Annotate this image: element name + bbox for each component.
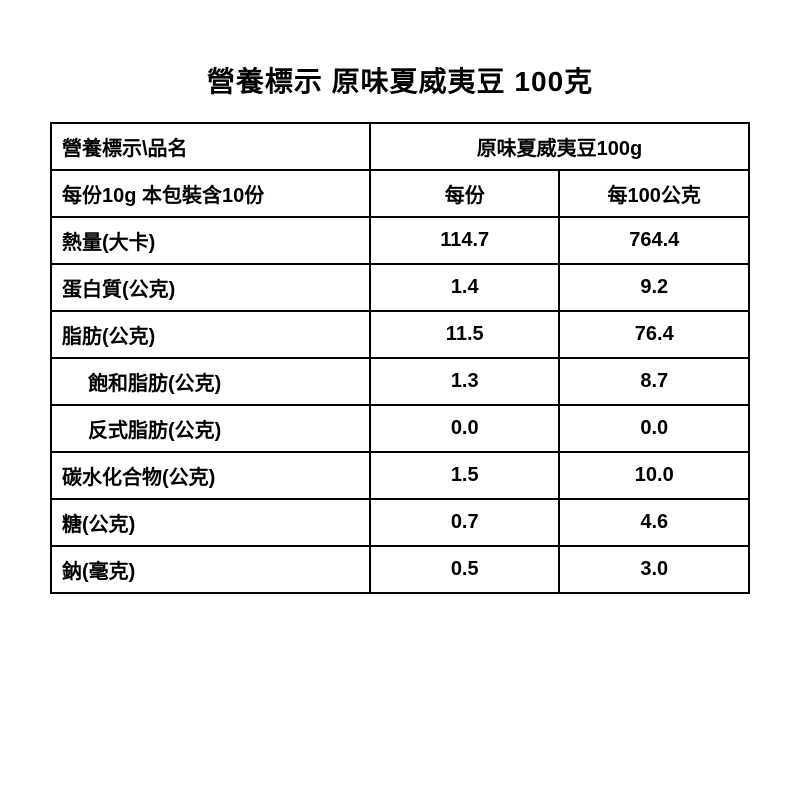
nutrient-per-100g: 8.7 <box>559 358 749 405</box>
page-title: 營養標示 原味夏威夷豆 100克 <box>207 60 593 100</box>
nutrient-label: 鈉(毫克) <box>51 546 370 593</box>
column-header-per-100g: 每100公克 <box>559 170 749 217</box>
serving-label: 每份10g 本包裝含10份 <box>51 170 370 217</box>
nutrient-per-100g: 4.6 <box>559 499 749 546</box>
header-row: 營養標示\品名 原味夏威夷豆100g <box>51 123 749 170</box>
table-row: 碳水化合物(公克)1.510.0 <box>51 452 749 499</box>
nutrient-per-serving: 0.5 <box>370 546 560 593</box>
table-row: 鈉(毫克)0.53.0 <box>51 546 749 593</box>
table-row: 脂肪(公克)11.576.4 <box>51 311 749 358</box>
nutrient-per-100g: 0.0 <box>559 405 749 452</box>
nutrient-per-serving: 11.5 <box>370 311 560 358</box>
table-row: 熱量(大卡)114.7764.4 <box>51 217 749 264</box>
nutrition-table-body: 營養標示\品名 原味夏威夷豆100g 每份10g 本包裝含10份 每份 每100… <box>51 123 749 593</box>
table-row: 反式脂肪(公克)0.00.0 <box>51 405 749 452</box>
nutrient-label: 蛋白質(公克) <box>51 264 370 311</box>
nutrient-per-serving: 0.0 <box>370 405 560 452</box>
nutrient-per-100g: 10.0 <box>559 452 749 499</box>
nutrient-label: 反式脂肪(公克) <box>51 405 370 452</box>
nutrient-label: 碳水化合物(公克) <box>51 452 370 499</box>
nutrient-label: 飽和脂肪(公克) <box>51 358 370 405</box>
nutrient-per-serving: 0.7 <box>370 499 560 546</box>
nutrient-per-serving: 114.7 <box>370 217 560 264</box>
nutrition-table: 營養標示\品名 原味夏威夷豆100g 每份10g 本包裝含10份 每份 每100… <box>50 122 750 594</box>
nutrient-per-serving: 1.5 <box>370 452 560 499</box>
nutrient-label: 糖(公克) <box>51 499 370 546</box>
nutrient-label: 脂肪(公克) <box>51 311 370 358</box>
header-product: 原味夏威夷豆100g <box>370 123 749 170</box>
table-row: 蛋白質(公克)1.49.2 <box>51 264 749 311</box>
nutrient-per-100g: 9.2 <box>559 264 749 311</box>
table-row: 飽和脂肪(公克)1.38.7 <box>51 358 749 405</box>
nutrient-per-100g: 76.4 <box>559 311 749 358</box>
nutrient-per-serving: 1.3 <box>370 358 560 405</box>
table-row: 糖(公克)0.74.6 <box>51 499 749 546</box>
nutrient-per-100g: 3.0 <box>559 546 749 593</box>
serving-row: 每份10g 本包裝含10份 每份 每100公克 <box>51 170 749 217</box>
column-header-per-serving: 每份 <box>370 170 560 217</box>
nutrient-per-serving: 1.4 <box>370 264 560 311</box>
header-label: 營養標示\品名 <box>51 123 370 170</box>
nutrient-per-100g: 764.4 <box>559 217 749 264</box>
nutrient-label: 熱量(大卡) <box>51 217 370 264</box>
